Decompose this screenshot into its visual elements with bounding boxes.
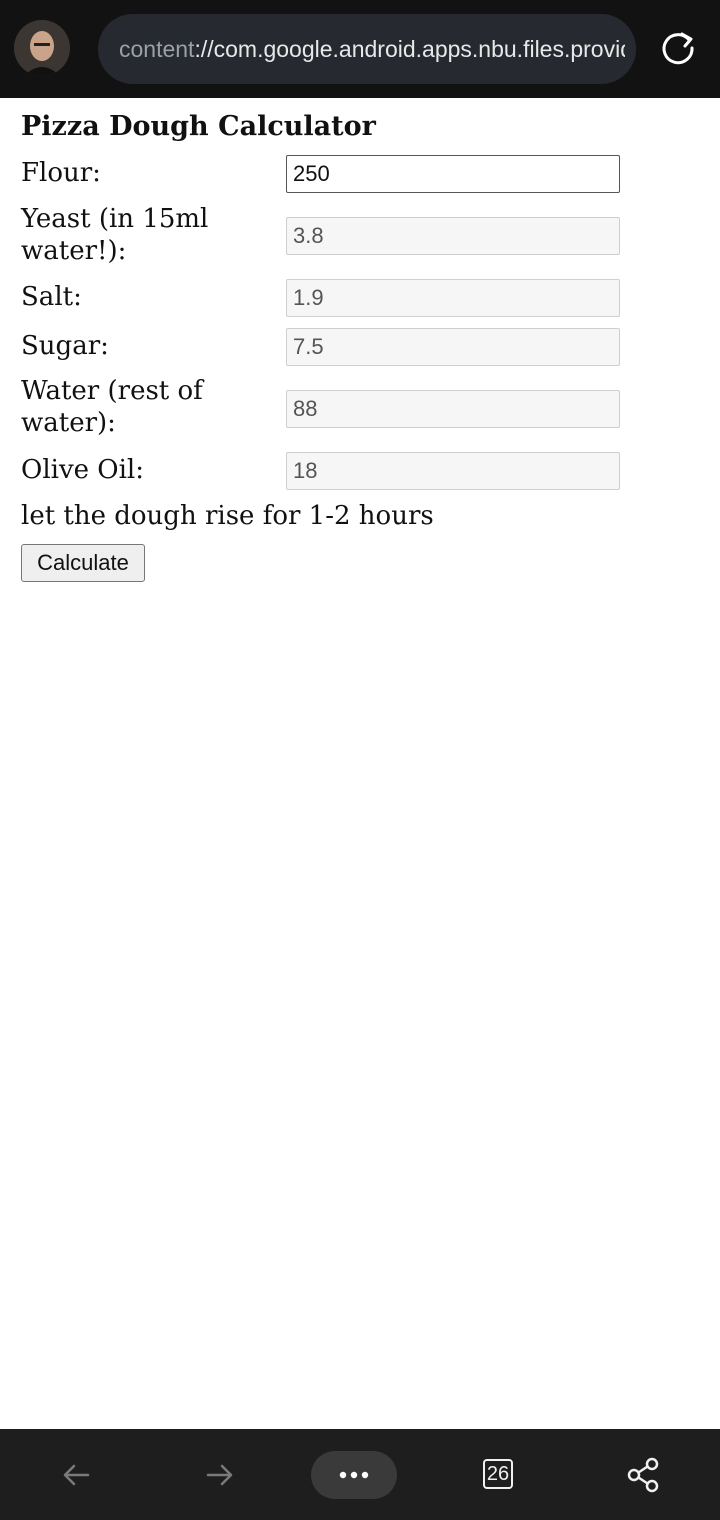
- sugar-output: 7.5: [286, 328, 620, 366]
- menu-button[interactable]: [311, 1451, 397, 1499]
- water-label: Water (rest of water):: [21, 376, 203, 438]
- more-dots-icon: [339, 1471, 369, 1479]
- water-output: 88: [286, 390, 620, 428]
- url-scheme: content: [119, 36, 195, 62]
- share-icon[interactable]: [624, 1455, 664, 1495]
- flour-input[interactable]: 250: [286, 155, 620, 193]
- calculate-button[interactable]: Calculate: [21, 544, 145, 582]
- yeast-label: Yeast (in 15ml water!):: [21, 204, 209, 266]
- page-title: Pizza Dough Calculator: [21, 111, 376, 142]
- salt-label: Salt:: [21, 282, 82, 312]
- olive-oil-label: Olive Oil:: [21, 455, 144, 485]
- back-arrow-icon[interactable]: [56, 1455, 96, 1495]
- browser-toolbar: content://com.google.android.apps.nbu.fi…: [0, 0, 720, 98]
- sugar-label: Sugar:: [21, 331, 109, 361]
- address-bar-text: content://com.google.android.apps.nbu.fi…: [119, 14, 625, 84]
- rise-note: let the dough rise for 1-2 hours: [21, 501, 434, 531]
- tabs-count-icon[interactable]: 26: [483, 1459, 513, 1489]
- browser-bottom-bar: 26: [0, 1429, 720, 1520]
- avatar[interactable]: [14, 20, 70, 76]
- address-bar[interactable]: content://com.google.android.apps.nbu.fi…: [98, 14, 636, 84]
- profile-photo-icon: [14, 20, 70, 76]
- flour-label: Flour:: [21, 158, 101, 188]
- reload-icon[interactable]: [658, 28, 698, 68]
- yeast-output: 3.8: [286, 217, 620, 255]
- url-path: ://com.google.android.apps.nbu.files.pro…: [194, 36, 625, 62]
- page-content: Pizza Dough Calculator Flour: 250 Yeast …: [0, 98, 720, 1429]
- olive-oil-output: 18: [286, 452, 620, 490]
- salt-output: 1.9: [286, 279, 620, 317]
- forward-arrow-icon[interactable]: [200, 1455, 240, 1495]
